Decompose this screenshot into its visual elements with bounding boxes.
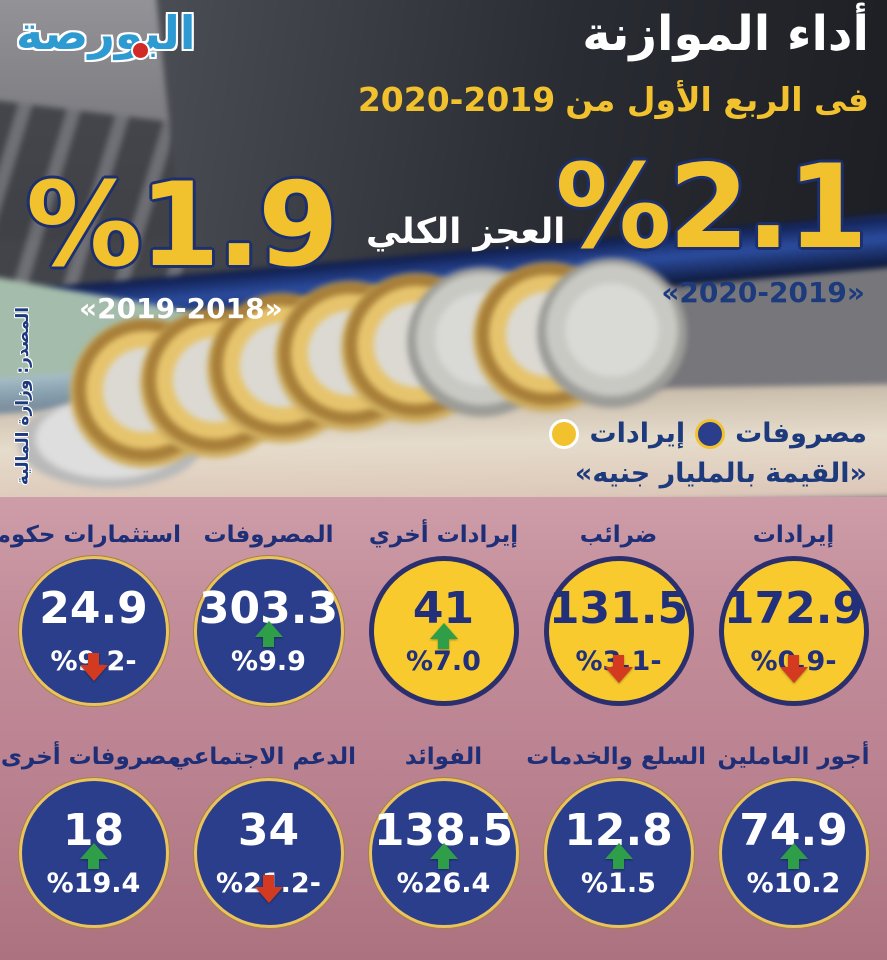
- indicator-circle: 18 %19.4: [18, 778, 169, 928]
- unit-note: «القيمة بالمليار جنيه»: [574, 458, 867, 489]
- deficit-previous-years: «2019-2018»: [79, 292, 283, 325]
- indicator-label: إيرادات أخري: [368, 522, 519, 548]
- trend-arrow-icon: [779, 843, 809, 869]
- deficit-current-value: %2.1: [555, 140, 868, 275]
- indicator-circle: 24.9 %9.2-: [18, 556, 169, 706]
- indicator-circle: 131.5 %3.1-: [543, 556, 694, 706]
- trend-arrow-icon: [429, 843, 459, 869]
- deficit-previous: %1.9 «2019-2018»: [26, 158, 339, 326]
- deficit-label: العجز الكلي: [366, 212, 566, 252]
- subtitle-years: 2020-2019: [357, 80, 556, 119]
- indicator-card: إيرادات أخري 41 %7.0: [356, 522, 531, 706]
- indicator-card: ضرائب 131.5 %3.1-: [531, 522, 706, 706]
- indicator-circle: 12.8 %1.5: [543, 778, 694, 928]
- coin-photo: [537, 258, 687, 408]
- alborsa-logo-text: البورصة: [16, 6, 196, 60]
- indicator-label: مصروفات أخرى: [0, 744, 181, 770]
- deficit-current: %2.1 «2020-2019»: [555, 140, 868, 310]
- indicator-card: استثمارات حكومية 24.9 %9.2-: [0, 522, 181, 706]
- indicator-circle: 138.5 %26.4: [368, 778, 519, 928]
- indicator-change: %19.4: [46, 868, 141, 899]
- trend-arrow-icon: [604, 655, 634, 683]
- indicator-value: 24.9: [39, 583, 148, 634]
- indicator-circle: 41 %7.0: [368, 556, 519, 706]
- alborsa-logo: البورصة: [16, 10, 196, 60]
- indicator-card: مصروفات أخرى 18 %19.4: [0, 744, 181, 928]
- indicator-change: %9.9: [231, 646, 306, 677]
- revenue-dot-icon: [549, 418, 580, 449]
- deficit-current-years: «2020-2019»: [661, 276, 865, 309]
- indicator-label: أجور العاملين: [717, 744, 870, 770]
- indicators-row-1: إيرادات 172.9 %0.9- ضرائب 131.5 %3.1- إي…: [0, 522, 887, 706]
- indicator-value: 172.9: [723, 583, 864, 634]
- page-subtitle: فى الربع الأول من 2020-2019: [358, 80, 869, 119]
- indicator-label: المصروفات: [203, 522, 334, 548]
- indicator-card: المصروفات 303.3 %9.9: [181, 522, 356, 706]
- indicator-label: الدعم الاجتماعي: [170, 744, 356, 770]
- indicator-card: السلع والخدمات 12.8 %1.5: [526, 744, 706, 928]
- legend-revenues-label: إيرادات: [589, 418, 686, 449]
- indicator-label: استثمارات حكومية: [0, 522, 181, 548]
- subtitle-text: فى الربع الأول من: [565, 80, 869, 119]
- indicator-circle: 34 %21.2-: [193, 778, 344, 928]
- indicator-circle: 74.9 %10.2: [718, 778, 869, 928]
- indicator-change: %26.4: [396, 868, 491, 899]
- indicator-card: إيرادات 172.9 %0.9-: [706, 522, 881, 706]
- indicator-circle: 172.9 %0.9-: [718, 556, 869, 706]
- deficit-previous-value: %1.9: [26, 158, 339, 293]
- expense-dot-icon: [695, 418, 726, 449]
- trend-arrow-icon: [604, 843, 634, 869]
- trend-arrow-icon: [429, 623, 459, 649]
- indicator-label: السلع والخدمات: [526, 744, 706, 770]
- indicator-label: إيرادات: [752, 522, 835, 548]
- indicator-change: %10.2: [746, 868, 841, 899]
- trend-arrow-icon: [79, 653, 109, 681]
- header-photo: [0, 0, 887, 500]
- page-title: أداء الموازنة: [582, 6, 869, 62]
- legend: إيرادات مصروفات: [549, 418, 867, 449]
- logo-red-dot-icon: [130, 41, 150, 60]
- trend-arrow-icon: [779, 655, 809, 683]
- indicator-label: ضرائب: [579, 522, 658, 548]
- trend-arrow-icon: [254, 621, 284, 647]
- indicator-label: الفوائد: [404, 744, 483, 770]
- legend-expenses-label: مصروفات: [735, 418, 867, 449]
- indicator-value: 131.5: [548, 583, 689, 634]
- trend-arrow-icon: [79, 843, 109, 869]
- indicator-circle: 303.3 %9.9: [193, 556, 344, 706]
- indicator-change: %7.0: [406, 646, 481, 677]
- indicator-card: الفوائد 138.5 %26.4: [356, 744, 531, 928]
- indicator-change: %1.5: [581, 868, 656, 899]
- source-credit: المصدر: وزارة المالية: [13, 306, 33, 486]
- trend-arrow-icon: [254, 875, 284, 903]
- indicator-value: 34: [237, 805, 300, 856]
- indicator-card: أجور العاملين 74.9 %10.2: [706, 744, 881, 928]
- indicator-card: الدعم الاجتماعي 34 %21.2-: [170, 744, 356, 928]
- indicators-row-2: أجور العاملين 74.9 %10.2 السلع والخدمات …: [0, 744, 887, 928]
